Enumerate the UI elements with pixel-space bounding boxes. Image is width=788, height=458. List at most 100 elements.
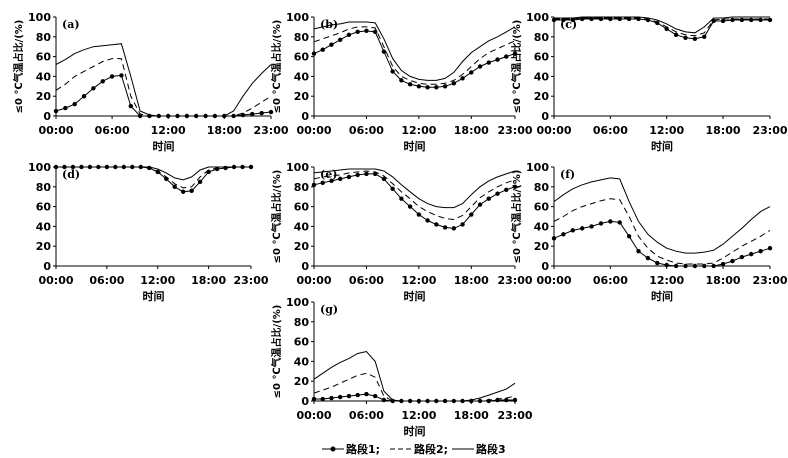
data-point (137, 113, 143, 119)
y-tick-label: 40 (294, 220, 310, 233)
x-tick-label: 06:00 (593, 274, 628, 287)
data-point (268, 109, 274, 115)
legend-label-1: 路段1; (346, 442, 380, 456)
data-point (512, 51, 518, 56)
data-point (364, 28, 369, 34)
y-tick-label: 0 (43, 110, 51, 123)
panel-label: (d) (62, 168, 80, 181)
series-line-3 (55, 43, 272, 117)
x-tick-label: 12:00 (649, 274, 684, 287)
chart-panel-4: 0 20 40 60 80 100 00:00 06:00 12:00 18:00 23:00 时间 (… (28, 161, 269, 303)
data-point (730, 258, 735, 264)
data-point (730, 17, 735, 23)
x-tick-label: 23:00 (497, 124, 532, 137)
data-point (645, 255, 651, 261)
data-point (240, 112, 246, 118)
y-tick-label: 100 (28, 11, 51, 24)
data-point (636, 248, 641, 254)
y-tick-label: 40 (294, 70, 310, 83)
x-tick-label: 00:00 (296, 409, 331, 422)
data-point (579, 16, 585, 22)
data-point (320, 396, 325, 402)
y-axis-label: ≤0 ℃气温占比/(%) (270, 20, 283, 114)
data-point (469, 70, 474, 75)
data-point (673, 263, 679, 269)
legend-label-3: 路段3 (476, 442, 506, 456)
y-tick-label: 60 (534, 201, 550, 214)
data-point (720, 261, 726, 267)
data-point (504, 187, 509, 192)
chart-panel-5: 0 20 40 60 80 100 00:00 06:00 12:00 18:00 23:00 时间 ≤… (270, 161, 533, 303)
y-tick-label: 0 (301, 110, 309, 123)
x-tick-label: 00:00 (536, 274, 571, 287)
data-point (311, 396, 317, 402)
x-axis-label: 时间 (651, 289, 673, 303)
data-point (451, 81, 457, 86)
data-point (683, 263, 688, 269)
data-point (109, 74, 115, 79)
x-tick-label: 23:00 (497, 274, 532, 287)
data-point (683, 35, 688, 40)
x-tick-label: 12:00 (401, 409, 436, 422)
y-tick-label: 20 (294, 375, 310, 388)
data-point (329, 395, 334, 401)
y-tick-label: 40 (36, 70, 52, 83)
series-line-3 (554, 16, 770, 34)
data-point (451, 226, 457, 231)
y-tick-label: 0 (301, 260, 309, 273)
data-point (346, 393, 352, 399)
x-tick-label: 23:00 (752, 124, 787, 137)
x-tick-label: 06:00 (349, 409, 384, 422)
series-line-3 (553, 177, 771, 254)
x-axis-label: 时间 (404, 424, 426, 438)
y-tick-label: 60 (534, 51, 550, 64)
data-point (364, 171, 369, 177)
data-point (460, 76, 465, 81)
y-tick-label: 0 (301, 395, 309, 408)
data-point (504, 397, 509, 403)
data-point (223, 165, 228, 171)
data-point (416, 84, 422, 89)
data-point (570, 228, 575, 233)
y-tick-label: 80 (534, 31, 550, 44)
data-point (626, 234, 632, 239)
data-point (664, 262, 669, 268)
data-point (512, 184, 518, 189)
x-tick-label: 06:00 (349, 274, 384, 287)
x-axis-label: 时间 (153, 139, 175, 153)
series-line-1 (313, 30, 516, 88)
data-point (355, 392, 360, 398)
y-tick-label: 40 (36, 220, 52, 233)
y-tick-label: 100 (28, 161, 51, 174)
x-tick-label: 12:00 (649, 124, 684, 137)
data-point (749, 251, 754, 257)
series-line-1 (56, 166, 251, 193)
data-point (486, 196, 491, 201)
data-point (442, 84, 448, 89)
data-point (407, 82, 413, 87)
y-tick-label: 60 (36, 201, 52, 214)
x-tick-label: 12:00 (140, 274, 175, 287)
data-point (589, 224, 594, 229)
data-point (758, 248, 763, 254)
x-tick-label: 06:00 (593, 124, 628, 137)
y-tick-label: 20 (36, 90, 52, 103)
x-tick-label: 18:00 (706, 124, 741, 137)
y-tick-label: 20 (294, 90, 310, 103)
chart-panel-2: 0 20 40 60 80 100 00:00 06:00 12:00 18:00 23:00 时间 ≤… (270, 11, 533, 153)
y-tick-label: 40 (534, 220, 550, 233)
data-point (579, 226, 585, 231)
series-line-1 (55, 74, 272, 117)
y-tick-label: 80 (36, 31, 52, 44)
data-point (702, 34, 707, 39)
x-tick-label: 00:00 (38, 124, 73, 137)
data-point (197, 179, 203, 185)
data-point (119, 73, 124, 78)
data-point (504, 54, 509, 59)
data-point (425, 218, 430, 223)
data-point (250, 111, 255, 117)
y-tick-label: 80 (36, 181, 52, 194)
x-tick-label: 06:00 (349, 124, 384, 137)
data-point (189, 188, 194, 193)
data-point (311, 182, 317, 188)
